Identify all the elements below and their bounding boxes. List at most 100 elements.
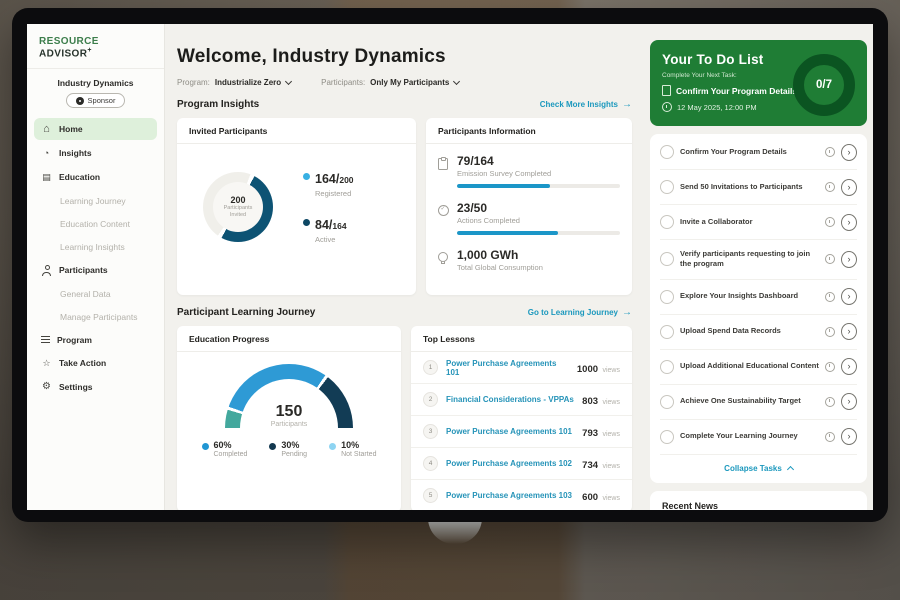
sidebar-item[interactable]: Settings [34,376,157,398]
participants-select[interactable]: Participants: Only My Participants [321,77,461,87]
participants-information-title: Participants Information [425,118,632,144]
sidebar-item[interactable]: Learning Journey [34,190,157,211]
task-open-button[interactable]: › [841,323,857,341]
sidebar-item-label: Participants [59,265,108,276]
todo-task-row: Verify participants requesting to join t… [660,240,857,280]
sponsor-label: Sponsor [87,96,116,106]
sidebar-item-label: Manage Participants [60,311,138,322]
task-checkbox[interactable] [660,289,674,304]
lesson-title-link[interactable]: Financial Considerations - VPPAs [446,395,574,404]
task-open-button[interactable]: › [841,358,857,376]
home-icon [41,124,52,135]
task-open-button[interactable]: › [841,393,857,411]
logo-advisor: ADVISOR [39,48,88,60]
task-open-button[interactable]: › [841,428,857,446]
lesson-views-count: 793 [582,427,599,439]
legend-dot [201,443,209,450]
sidebar: RESOURCE ADVISOR+ Industry Dynamics Spon… [27,24,165,510]
lesson-views-count: 1000 [576,363,599,375]
sidebar-item[interactable]: Participants [34,259,157,281]
task-open-button[interactable]: › [841,213,857,231]
task-checkbox[interactable] [660,252,674,267]
participants-information-card: Participants Information 79/164 Emission… [425,118,632,295]
sidebar-item-label: Home [59,124,83,135]
task-checkbox[interactable] [660,359,674,374]
task-checkbox[interactable] [660,215,674,229]
legend-item: 60% Completed [201,440,248,458]
consumption-icon [438,252,449,264]
top-lessons-title: Top Lessons [411,326,632,352]
todo-task-row: Complete Your Learning Journey › [660,420,857,455]
check-more-insights-link[interactable]: Check More Insights → [540,99,632,110]
program-icon [41,336,50,344]
section-title-learning-journey: Participant Learning Journey [177,307,316,318]
invited-participants-card: Invited Participants 200 Participants In… [177,118,416,295]
legend-label: Pending [281,451,308,458]
lesson-views: 1000 views [577,359,620,377]
task-clock-icon [825,147,835,157]
lesson-row: 2 Financial Considerations - VPPAs 803 v… [411,384,632,416]
sidebar-item[interactable]: Insights [34,142,157,164]
sidebar-item-label: Education Content [60,218,130,229]
task-checkbox[interactable] [660,145,674,159]
task-clock-icon [825,396,835,407]
task-checkbox[interactable] [660,180,674,194]
task-checkbox[interactable] [660,429,674,444]
sponsor-icon [75,96,84,105]
stat-value: 79/164 [456,154,494,168]
lesson-views-word: views [602,366,620,374]
lesson-row: 4 Power Purchase Agreements 102 734 view… [411,448,632,480]
take-action-icon [41,358,52,369]
task-open-button[interactable]: › [841,143,857,161]
sponsor-badge[interactable]: Sponsor [65,93,126,109]
lesson-title-link[interactable]: Power Purchase Agreements 101 [446,427,572,436]
task-checkbox[interactable] [660,394,674,409]
task-open-button[interactable]: › [841,178,857,196]
sidebar-item[interactable]: Take Action [34,352,157,374]
task-checkbox[interactable] [660,324,674,339]
todo-task-row: Send 50 Invitations to Participants › [660,170,857,205]
lesson-title-link[interactable]: Power Purchase Agreements 103 [446,491,572,500]
legend-item: 10% Not Started [329,440,376,458]
go-to-learning-journey-link[interactable]: Go to Learning Journey → [528,307,632,318]
sidebar-item[interactable]: Education [34,166,157,188]
legend-item: 164/200 Registered [303,170,354,198]
recent-news-card: Recent News [650,490,867,510]
sidebar-item[interactable]: Program [34,329,157,350]
task-label: Upload Spend Data Records [680,326,781,336]
legend-label: Not Started [341,451,377,458]
lesson-title-link[interactable]: Power Purchase Agreements 101 [446,358,557,377]
stat-value: 23/50 [456,201,488,215]
todo-progress-counter: 0/7 [793,54,855,116]
collapse-tasks-link[interactable]: Collapse Tasks [660,455,857,481]
sidebar-item[interactable]: General Data [34,283,157,304]
task-open-button[interactable]: › [841,250,857,268]
insights-icon [41,148,52,159]
sidebar-item[interactable]: Home [34,118,157,141]
donut-center-label: Participants Invited [223,204,253,218]
sidebar-item-label: Program [57,334,92,345]
logo-resource: RESOURCE [39,36,99,47]
task-label: Upload Additional Educational Content [680,361,819,371]
legend-dot [329,443,337,450]
task-clock-icon [825,182,835,192]
todo-task-row: Upload Additional Educational Content › [660,350,857,385]
sidebar-item-label: Insights [59,148,92,159]
program-select[interactable]: Program: Industrialize Zero [177,77,293,87]
lesson-title-link[interactable]: Power Purchase Agreements 102 [446,459,572,468]
sidebar-item[interactable]: Learning Insights [34,236,157,257]
sidebar-item[interactable]: Manage Participants [34,306,157,327]
legend-dot [303,219,310,226]
task-icon [662,85,671,96]
todo-task-row: Achieve One Sustainability Target › [660,385,857,420]
task-open-button[interactable]: › [841,288,857,306]
sidebar-item[interactable]: Education Content [34,213,157,234]
progress-bar [456,184,620,188]
legend-dot [303,173,310,180]
lesson-row: 1 Power Purchase Agreements 101 1000 vie… [411,352,632,384]
app-logo: RESOURCE ADVISOR+ [27,24,164,70]
stat-label: Total Global Consumption [456,263,543,272]
legend-label: Completed [213,451,248,458]
program-label: Program: [177,78,210,87]
task-clock-icon [825,431,835,442]
